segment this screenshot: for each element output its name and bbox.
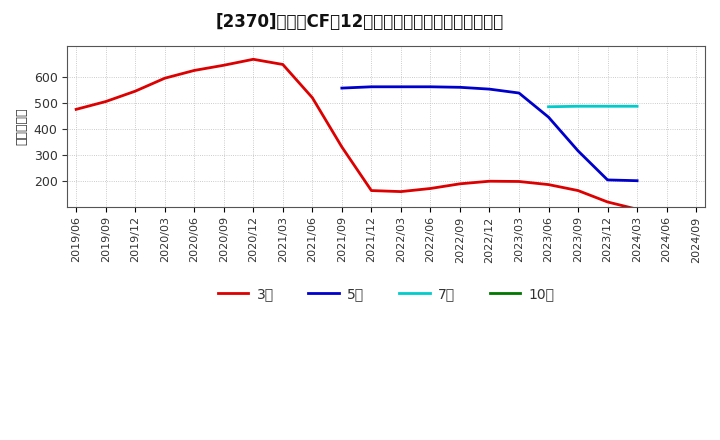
- Text: [2370]　営業CFの12か月移動合計の標準偏差の推移: [2370] 営業CFの12か月移動合計の標準偏差の推移: [216, 13, 504, 31]
- Legend: 3年, 5年, 7年, 10年: 3年, 5年, 7年, 10年: [212, 281, 560, 306]
- Y-axis label: （百万円）: （百万円）: [15, 107, 28, 145]
